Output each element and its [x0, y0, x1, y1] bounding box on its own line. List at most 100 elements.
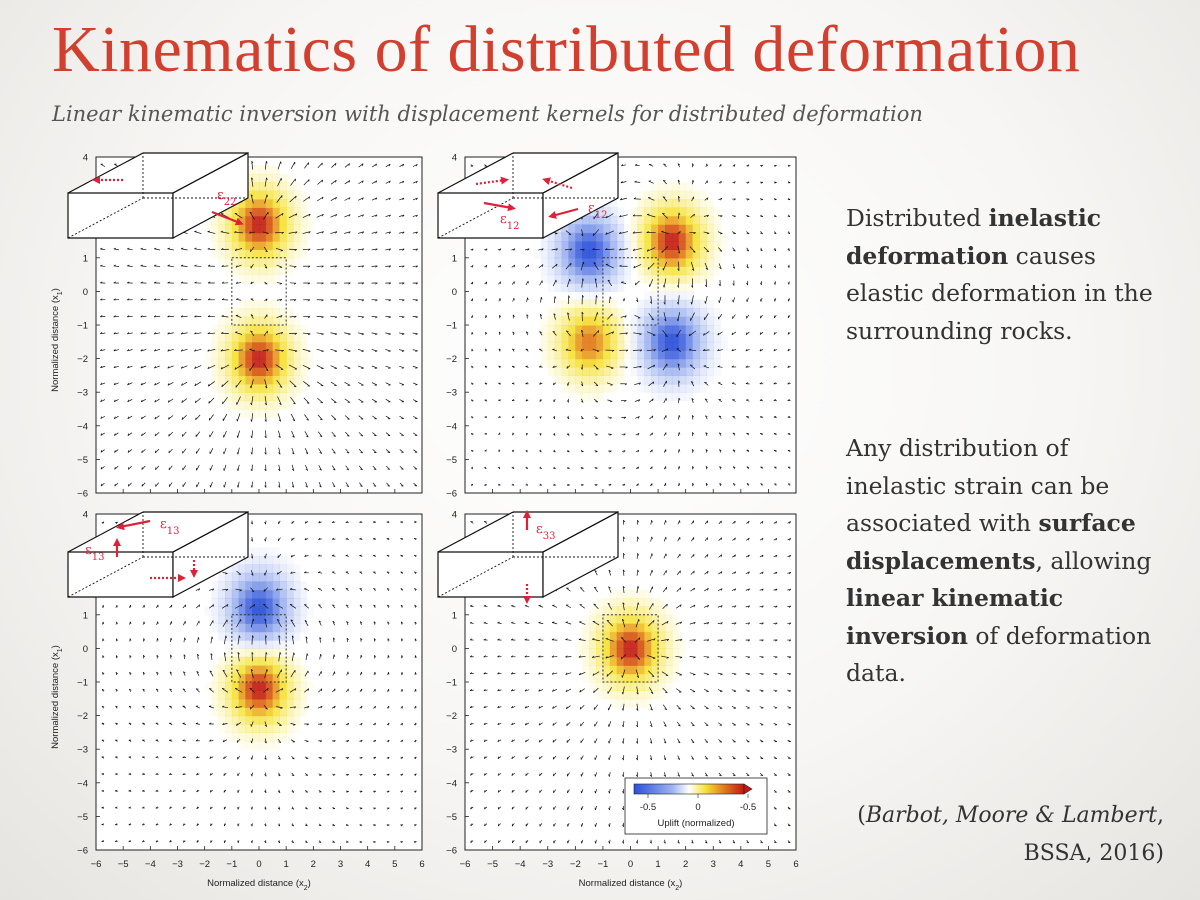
- x-tick-label: 3: [338, 859, 343, 870]
- y-axis-title: Normalized distance (x1): [50, 645, 64, 749]
- emphasis-displacements: displacements: [846, 546, 1036, 575]
- y-tick-label: −2: [77, 354, 88, 365]
- x-tick-label: −2: [570, 859, 581, 870]
- x-tick-label: 0: [628, 859, 633, 870]
- y-tick-label: −1: [77, 321, 88, 332]
- strain-arrow-icon: [116, 519, 151, 531]
- y-axis-title: Normalized distance (x1): [50, 288, 64, 392]
- page-subtitle: Linear kinematic inversion with displace…: [52, 102, 923, 126]
- heatmap: [204, 165, 314, 418]
- strain-label-e13: ε13: [85, 543, 104, 563]
- emphasis-inversion: inversion: [846, 621, 968, 650]
- displacement-arrows: [470, 163, 791, 487]
- y-tick-label: 0: [452, 287, 457, 298]
- citation-authors: Barbot, Moore & Lambert: [865, 803, 1157, 828]
- y-tick-label: −4: [446, 778, 457, 789]
- strain-box-e12: [437, 152, 619, 239]
- x-tick-label: −3: [172, 859, 183, 870]
- x-tick-label: 1: [284, 859, 289, 870]
- strain-label-e33: ε33: [536, 522, 555, 542]
- y-tick-label: 4: [83, 510, 88, 521]
- strain-arrow-icon: [475, 176, 509, 186]
- description-paragraph-2: Any distribution of inelastic strain can…: [846, 434, 1152, 687]
- y-tick-label: 4: [83, 153, 88, 164]
- displacement-arrows: [101, 520, 417, 844]
- y-tick-label: −4: [77, 421, 88, 432]
- y-tick-label: 0: [83, 287, 88, 298]
- x-tick-label: 5: [392, 859, 397, 870]
- strain-label-e13: ε13: [160, 517, 179, 537]
- x-tick-label: 2: [683, 859, 688, 870]
- x-tick-label: 6: [419, 859, 424, 870]
- x-tick-label: 6: [793, 859, 798, 870]
- x-tick-label: −4: [515, 859, 526, 870]
- colorbar-tick-label: -0.5: [740, 802, 756, 813]
- y-tick-label: 4: [452, 153, 457, 164]
- colorbar-label: Uplift (normalized): [657, 818, 734, 829]
- x-axis-title: Normalized distance (x2): [207, 878, 311, 892]
- y-tick-label: −5: [77, 812, 88, 823]
- y-tick-label: −6: [446, 489, 457, 500]
- y-tick-label: −5: [446, 455, 457, 466]
- source-box: [602, 257, 659, 326]
- y-tick-label: −3: [446, 388, 457, 399]
- strain-arrow-icon: [542, 177, 573, 190]
- citation: (Barbot, Moore & Lambert, BSSA, 2016): [857, 803, 1164, 866]
- x-tick-label: 2: [311, 859, 316, 870]
- x-tick-label: −6: [91, 859, 102, 870]
- strain-label-e12: ε12: [500, 212, 519, 232]
- x-tick-label: −5: [487, 859, 498, 870]
- y-tick-label: −1: [77, 678, 88, 689]
- axis-ticks: [464, 156, 797, 494]
- y-tick-label: 1: [452, 610, 457, 621]
- y-tick-label: −2: [77, 711, 88, 722]
- x-tick-label: −5: [118, 859, 129, 870]
- emphasis-inelastic: inelastic: [988, 204, 1102, 232]
- emphasis-surface: surface: [1038, 509, 1136, 537]
- x-tick-label: 5: [766, 859, 771, 870]
- y-tick-label: −1: [446, 321, 457, 332]
- y-tick-label: 1: [452, 253, 457, 264]
- x-axis-title: Normalized distance (x2): [579, 878, 683, 892]
- source-box: [231, 614, 287, 683]
- strain-arrow-icon: [211, 210, 244, 226]
- y-tick-label: 0: [452, 644, 457, 655]
- strain-arrow-icon: [548, 207, 579, 219]
- x-tick-label: 0: [256, 859, 261, 870]
- page-title: Kinematics of distributed deformation: [52, 13, 1081, 86]
- y-tick-label: −4: [77, 778, 88, 789]
- y-tick-label: 4: [452, 510, 457, 521]
- heatmap: [575, 589, 687, 708]
- strain-arrow-icon: [483, 201, 516, 212]
- colorbar-tick-label: -0.5: [640, 802, 656, 813]
- citation-journal: BSSA, 2016): [1023, 841, 1164, 866]
- x-tick-label: −1: [226, 859, 237, 870]
- y-tick-label: −3: [446, 745, 457, 756]
- strain-label-e12: ε12: [588, 201, 607, 221]
- description-paragraph-1: Distributed inelastic deformation causes…: [846, 204, 1153, 345]
- x-tick-label: −4: [145, 859, 156, 870]
- y-tick-label: −5: [446, 812, 457, 823]
- x-tick-label: −1: [597, 859, 608, 870]
- source-box: [231, 257, 287, 326]
- x-tick-label: −3: [542, 859, 553, 870]
- emphasis-linear-kinematic: linear kinematic: [846, 584, 1064, 612]
- y-tick-label: −6: [446, 846, 457, 857]
- y-tick-label: 0: [83, 644, 88, 655]
- x-tick-label: 1: [655, 859, 660, 870]
- y-tick-label: 1: [83, 610, 88, 621]
- strain-label-e22: ε22: [217, 188, 236, 208]
- x-tick-label: 3: [711, 859, 716, 870]
- y-tick-label: 1: [83, 253, 88, 264]
- y-tick-label: −1: [446, 678, 457, 689]
- y-tick-label: −3: [77, 745, 88, 756]
- strain-box-e22: [67, 152, 249, 239]
- y-tick-label: −5: [77, 455, 88, 466]
- y-tick-label: −2: [446, 354, 457, 365]
- y-tick-label: −6: [77, 489, 88, 500]
- source-box: [602, 614, 659, 683]
- x-tick-label: −2: [199, 859, 210, 870]
- y-tick-label: −3: [77, 388, 88, 399]
